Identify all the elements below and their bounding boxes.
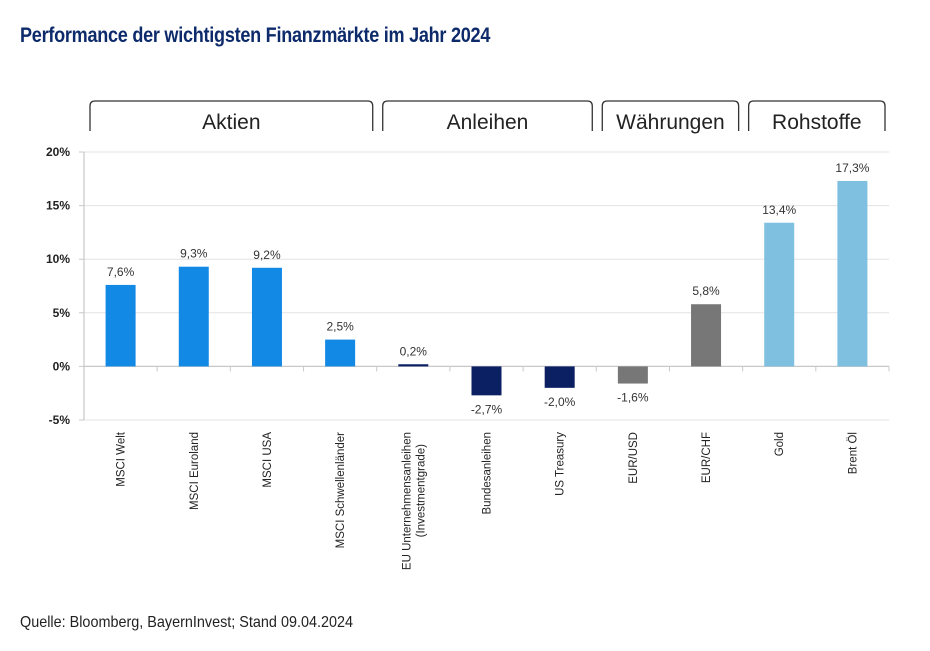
y-tick-label: 0% (53, 359, 71, 373)
data-label: 0,2% (400, 344, 428, 358)
y-tick-label: 20% (46, 145, 70, 159)
bar (764, 222, 795, 367)
bar (105, 284, 136, 367)
bar (325, 339, 356, 367)
category-label: Bundesanleihen (482, 432, 494, 515)
bar (251, 267, 282, 367)
category-label: MSCI Euroland (189, 432, 201, 510)
bar (617, 366, 648, 384)
category-label: EUR/CHF (701, 432, 713, 483)
bar (837, 180, 868, 367)
category-label: EUR/USD (628, 432, 640, 484)
data-label: 5,8% (692, 284, 720, 298)
bars (105, 180, 868, 396)
data-label: 2,5% (326, 320, 354, 334)
category-label: MSCI Schwellenländer (335, 432, 347, 549)
data-label: 13,4% (762, 203, 796, 217)
y-tick-label: 5% (53, 306, 71, 320)
labels: 20% 15% 10% 5% 0% -5% 7,6% MSCI Welt 9,3% MSCI Eu… (46, 145, 870, 570)
data-label: 7,6% (107, 265, 135, 279)
bar (398, 364, 429, 367)
category-label: US Treasury (555, 432, 567, 496)
group-bracket (601, 100, 740, 131)
y-tick-label: -5% (49, 413, 71, 427)
group-bracket (747, 100, 886, 131)
data-label: 9,2% (253, 248, 281, 262)
category-label: MSCI Welt (116, 431, 128, 487)
data-label: 9,3% (180, 247, 208, 261)
bar (544, 366, 575, 388)
data-label: -2,7% (471, 402, 503, 416)
bar (178, 266, 209, 367)
category-label: EU Unternehmensanleihen (401, 432, 413, 570)
category-label: MSCI USA (262, 432, 274, 488)
category-groups: Aktien Anleihen Währungen Rohstoffe (89, 100, 886, 134)
category-label: Gold (774, 432, 786, 456)
group-label: Aktien (202, 111, 260, 134)
chart-title: Performance der wichtigsten Finanzmärkte… (20, 24, 491, 47)
data-label: -2,0% (544, 395, 576, 409)
data-label: -1,6% (617, 391, 649, 405)
y-tick-label: 10% (46, 252, 70, 266)
category-label: (Investmentgrade) (415, 444, 427, 537)
source-note: Quelle: Bloomberg, BayernInvest; Stand 0… (20, 614, 354, 631)
group-label: Rohstoffe (772, 111, 862, 134)
group-label: Anleihen (447, 111, 529, 134)
group-bracket (382, 100, 593, 131)
gridlines (84, 151, 889, 421)
bar (691, 304, 722, 367)
category-label: Brent Öl (847, 432, 859, 474)
bar (471, 366, 502, 396)
y-tick-label: 15% (46, 199, 70, 213)
data-label: 17,3% (835, 161, 869, 175)
group-bracket (89, 100, 374, 131)
group-label: Währungen (616, 111, 725, 134)
